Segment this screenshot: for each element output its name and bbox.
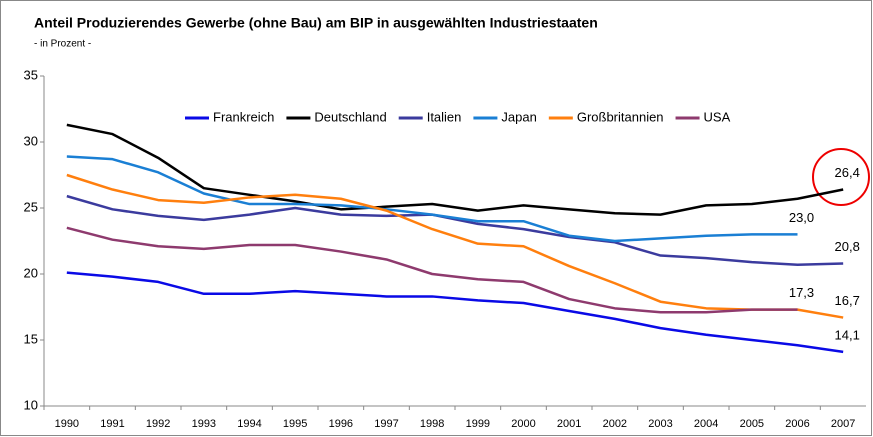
x-tick-label: 1994 xyxy=(237,418,261,430)
x-tick-label: 2001 xyxy=(557,418,581,430)
chart-subtitle: - in Prozent - xyxy=(34,39,91,50)
series-line xyxy=(66,155,798,243)
series-line xyxy=(66,271,844,354)
x-tick-label: 1992 xyxy=(146,418,170,430)
x-tick-label: 1991 xyxy=(100,418,124,430)
data-label: 26,4 xyxy=(835,165,860,180)
y-tick-label: 35 xyxy=(24,67,38,82)
data-label: 20,8 xyxy=(835,239,860,254)
x-tick-label: 1997 xyxy=(374,418,398,430)
y-tick-label: 15 xyxy=(24,331,38,346)
data-label: 17,3 xyxy=(789,285,814,300)
legend-label: Italien xyxy=(427,109,462,124)
y-tick-label: 20 xyxy=(24,265,38,280)
legend-label: Frankreich xyxy=(213,109,274,124)
legend-label: Deutschland xyxy=(314,109,386,124)
y-tick-label: 30 xyxy=(24,133,38,148)
x-tick-label: 1999 xyxy=(466,418,490,430)
series-line xyxy=(66,194,844,267)
x-tick-label: 2006 xyxy=(785,418,809,430)
data-label: 14,1 xyxy=(835,327,860,342)
x-tick-label: 2003 xyxy=(648,418,672,430)
x-tick-label: 1998 xyxy=(420,418,444,430)
x-tick-label: 1995 xyxy=(283,418,307,430)
series-line xyxy=(66,123,844,216)
data-label: 23,0 xyxy=(789,210,814,225)
data-label: 16,7 xyxy=(835,293,860,308)
x-tick-label: 1993 xyxy=(192,418,216,430)
highlight-circle xyxy=(812,148,870,206)
x-tick-label: 1990 xyxy=(55,418,79,430)
x-tick-label: 2004 xyxy=(694,418,718,430)
x-tick-label: 2000 xyxy=(511,418,535,430)
series-line xyxy=(66,226,798,314)
chart-title: Anteil Produzierendes Gewerbe (ohne Bau)… xyxy=(34,15,598,31)
x-tick-label: 1996 xyxy=(329,418,353,430)
legend-label: Japan xyxy=(501,109,536,124)
legend-label: USA xyxy=(704,109,731,124)
series-line xyxy=(66,173,844,319)
legend-label: Großbritannien xyxy=(577,109,664,124)
x-tick-label: 2007 xyxy=(831,418,855,430)
x-tick-label: 2002 xyxy=(603,418,627,430)
y-tick-label: 10 xyxy=(24,397,38,412)
y-tick-label: 25 xyxy=(24,199,38,214)
x-tick-label: 2005 xyxy=(740,418,764,430)
